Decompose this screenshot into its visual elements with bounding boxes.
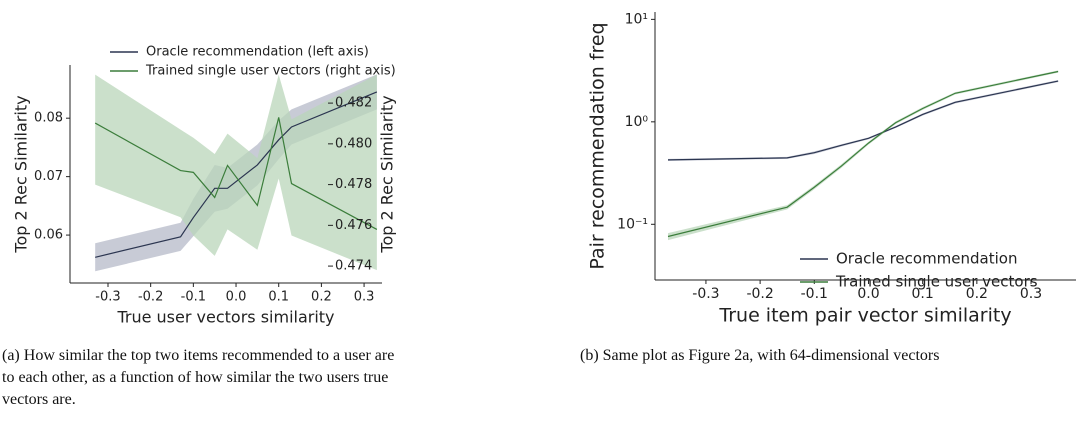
y2-tick-label: 0.482 bbox=[335, 96, 372, 111]
y2-tick-label: 0.480 bbox=[335, 136, 372, 151]
x-tick-label: -0.2 bbox=[138, 290, 163, 305]
y-tick-label: 0.07 bbox=[34, 169, 63, 184]
x-tick-label: -0.3 bbox=[95, 290, 120, 305]
x-tick-label: -0.2 bbox=[746, 286, 773, 302]
y-axis-label: Pair recommendation freq bbox=[587, 22, 609, 269]
x-tick-label: 0.3 bbox=[1020, 286, 1042, 302]
x-tick-label: 0.1 bbox=[912, 286, 934, 302]
legend-label: Oracle recommendation (left axis) bbox=[146, 45, 369, 60]
caption: (b) Same plot as Figure 2a, with 64-dime… bbox=[580, 347, 939, 364]
y-tick-label: 10⁻¹ bbox=[617, 216, 648, 232]
x-tick-label: 0.2 bbox=[966, 286, 988, 302]
line bbox=[95, 91, 378, 258]
y-tick-label: 10¹ bbox=[625, 11, 648, 27]
y-tick-label: 0.08 bbox=[34, 111, 63, 126]
x-tick-label: -0.1 bbox=[181, 290, 206, 305]
x-tick-label: 0.3 bbox=[354, 290, 375, 305]
confidence-band bbox=[95, 74, 377, 271]
x-axis-label: True item pair vector similarity bbox=[718, 305, 1011, 327]
y2-tick-label: 0.478 bbox=[335, 177, 372, 192]
line bbox=[94, 117, 378, 230]
line bbox=[667, 80, 1059, 161]
y-tick-label: 0.06 bbox=[34, 228, 63, 243]
legend-label: Trained single user vectors bbox=[835, 273, 1038, 291]
x-tick-label: 0.0 bbox=[226, 290, 247, 305]
x-tick-label: -0.3 bbox=[692, 286, 719, 302]
x-axis-label: True user vectors similarity bbox=[116, 308, 334, 327]
y-axis-label: Top 2 Rec Similarity bbox=[12, 95, 31, 253]
line bbox=[667, 70, 1059, 238]
confidence-band bbox=[668, 70, 1059, 241]
x-tick-label: 0.0 bbox=[857, 286, 879, 302]
x-tick-label: -0.1 bbox=[801, 286, 828, 302]
x-tick-label: 0.2 bbox=[311, 290, 332, 305]
y2-axis-label: Top 2 Rec Similarity bbox=[378, 95, 397, 253]
caption: to each other, as a function of how simi… bbox=[2, 369, 388, 386]
y2-tick-label: 0.474 bbox=[335, 259, 372, 274]
confidence-band bbox=[668, 80, 1059, 161]
caption: (a) How similar the top two items recomm… bbox=[2, 347, 394, 364]
legend-label: Trained single user vectors (right axis) bbox=[145, 64, 396, 79]
y2-tick-label: 0.476 bbox=[335, 218, 372, 233]
x-tick-label: 0.1 bbox=[268, 290, 289, 305]
caption: vectors are. bbox=[2, 391, 76, 408]
legend-label: Oracle recommendation bbox=[836, 250, 1017, 268]
y-tick-label: 10⁰ bbox=[625, 114, 649, 130]
